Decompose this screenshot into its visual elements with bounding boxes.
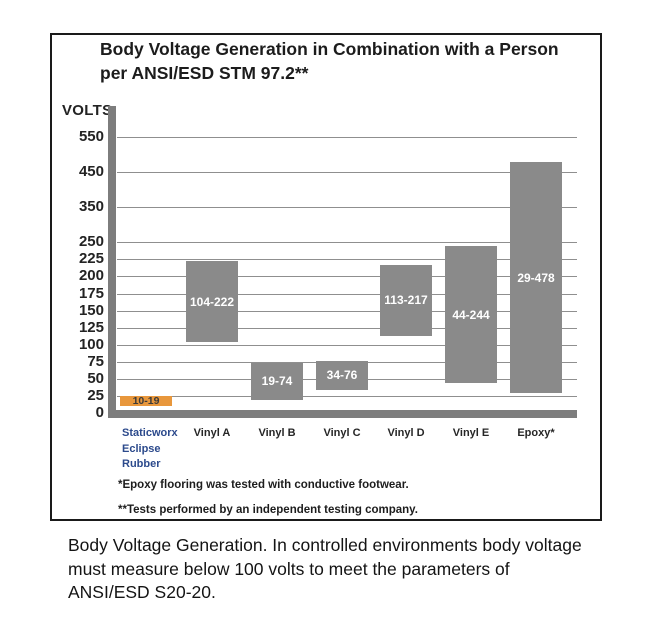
x-category-label-epoxy: Epoxy* — [517, 427, 555, 439]
y-tick-label-150: 150 — [78, 301, 104, 319]
chart-title-line2: per ANSI/ESD STM 97.2** — [100, 62, 309, 83]
bar-staticworx-eclipse-rubber: 10-19 — [120, 395, 172, 408]
bar-vinyle: 44-244 — [445, 246, 497, 383]
bar-value-label-vinylb: 19-74 — [261, 374, 293, 389]
y-tick-label-250: 250 — [78, 233, 104, 251]
y-tick-label-550: 550 — [78, 128, 104, 146]
bar-value-label-epoxy: 29-478 — [517, 270, 555, 285]
bar-vinylc: 34-76 — [316, 361, 368, 390]
figure-caption: Body Voltage Generation. In controlled e… — [68, 534, 588, 605]
x-axis-baseline — [108, 410, 577, 418]
gridline-125 — [117, 327, 577, 329]
footnote-tests: **Tests performed by an independent test… — [118, 504, 418, 516]
y-tick-label-350: 350 — [78, 198, 104, 216]
x-category-label-staticworx-eclipse-rubber: Staticworx Eclipse Rubber — [122, 427, 178, 470]
x-category-label-vinyld: Vinyl D — [387, 427, 425, 439]
y-tick-label-100: 100 — [78, 335, 104, 353]
caption-line2: voltage must measure below 100 volts to … — [68, 535, 582, 579]
y-tick-label-450: 450 — [78, 163, 104, 181]
gridline-225 — [117, 259, 577, 261]
y-tick-label-0: 0 — [95, 404, 104, 421]
footnote-epoxy: *Epoxy flooring was tested with conducti… — [118, 479, 409, 491]
gridline-450 — [117, 172, 577, 174]
gridline-25 — [117, 395, 577, 397]
x-category-label-vinyla: Vinyl A — [193, 427, 231, 439]
y-tick-label-200: 200 — [78, 267, 104, 285]
gridline-250 — [117, 242, 577, 244]
y-tick-label-50: 50 — [87, 369, 104, 387]
y-tick-label-225: 225 — [78, 250, 104, 268]
gridline-200 — [117, 276, 577, 278]
gridline-175 — [117, 293, 577, 295]
y-axis-line — [108, 106, 116, 414]
gridline-100 — [117, 344, 577, 346]
bar-value-label-staticworx-eclipse-rubber: 10-19 — [132, 395, 160, 408]
bar-value-label-vinylc: 34-76 — [326, 368, 358, 383]
caption-line3: of ANSI/ESD S20-20. — [68, 558, 510, 603]
y-tick-label-75: 75 — [87, 352, 104, 370]
chart-title: Body Voltage Generation in Combination w… — [100, 38, 570, 85]
bar-vinyld: 113-217 — [380, 264, 432, 336]
chart-title-line1: Body Voltage Generation in Combination w… — [100, 39, 559, 59]
y-tick-label-175: 175 — [78, 284, 104, 302]
bar-vinyla: 104-222 — [186, 261, 238, 342]
x-category-label-vinyle: Vinyl E — [452, 427, 490, 439]
gridline-350 — [117, 207, 577, 209]
bar-value-label-vinyle: 44-244 — [452, 307, 490, 322]
gridline-150 — [117, 310, 577, 312]
x-category-label-vinylb: Vinyl B — [258, 427, 296, 439]
bar-value-label-vinyla: 104-222 — [189, 294, 235, 309]
bar-epoxy: 29-478 — [510, 162, 562, 394]
bar-value-label-vinyld: 113-217 — [384, 293, 428, 308]
y-axis-unit-label: VOLTS — [62, 102, 113, 119]
y-tick-label-25: 25 — [87, 386, 104, 404]
x-category-label-vinylc: Vinyl C — [323, 427, 361, 439]
gridline-550 — [117, 137, 577, 139]
caption-line1: Body Voltage Generation. In controlled e… — [68, 535, 521, 555]
y-tick-label-125: 125 — [78, 318, 104, 336]
bar-vinylb: 19-74 — [251, 362, 303, 401]
